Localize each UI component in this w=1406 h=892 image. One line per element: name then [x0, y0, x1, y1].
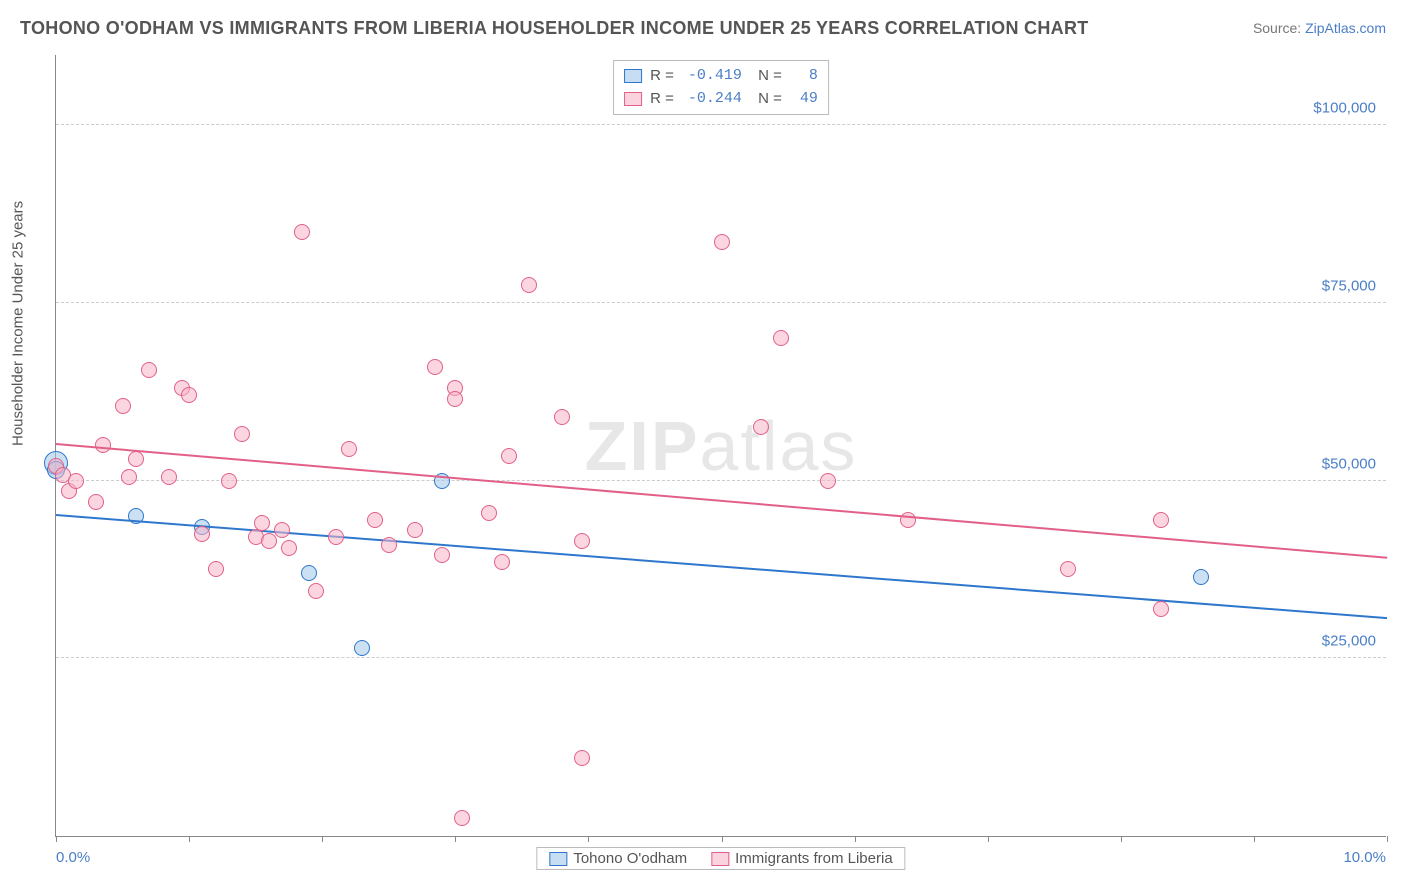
y-tick-label: $100,000	[1313, 100, 1376, 117]
x-axis-min-label: 0.0%	[56, 849, 90, 866]
data-point	[128, 451, 144, 467]
x-tick	[455, 836, 456, 842]
data-point	[301, 565, 317, 581]
x-tick	[988, 836, 989, 842]
data-point	[753, 419, 769, 435]
data-point	[381, 537, 397, 553]
x-tick	[1254, 836, 1255, 842]
data-point	[574, 533, 590, 549]
y-tick-label: $25,000	[1322, 633, 1376, 650]
stat-r-value: -0.419	[682, 65, 742, 88]
legend-item: Immigrants from Liberia	[711, 850, 893, 867]
plot-area: ZIPatlas R =-0.419 N =8R =-0.244 N =49 0…	[55, 55, 1386, 837]
data-point	[115, 398, 131, 414]
legend-label: Immigrants from Liberia	[735, 850, 893, 867]
x-tick	[588, 836, 589, 842]
x-tick	[1121, 836, 1122, 842]
x-axis-max-label: 10.0%	[1343, 849, 1386, 866]
data-point	[328, 529, 344, 545]
data-point	[234, 426, 250, 442]
x-tick	[1387, 836, 1388, 842]
source-link[interactable]: ZipAtlas.com	[1305, 20, 1386, 36]
y-tick-label: $50,000	[1322, 455, 1376, 472]
data-point	[427, 359, 443, 375]
data-point	[521, 277, 537, 293]
data-point	[208, 561, 224, 577]
stat-n-value: 49	[790, 88, 818, 111]
data-point	[254, 515, 270, 531]
gridline	[56, 124, 1386, 125]
data-point	[434, 547, 450, 563]
legend: Tohono O'odham Immigrants from Liberia	[536, 847, 905, 870]
data-point	[121, 469, 137, 485]
gridline	[56, 480, 1386, 481]
y-axis-label: Householder Income Under 25 years	[10, 201, 27, 446]
stat-n-value: 8	[790, 65, 818, 88]
data-point	[900, 512, 916, 528]
data-point	[281, 540, 297, 556]
x-tick	[855, 836, 856, 842]
data-point	[1153, 601, 1169, 617]
data-point	[308, 583, 324, 599]
data-point	[181, 387, 197, 403]
source-label: Source: ZipAtlas.com	[1253, 20, 1386, 36]
data-point	[294, 224, 310, 240]
data-point	[447, 391, 463, 407]
data-point	[95, 437, 111, 453]
data-point	[274, 522, 290, 538]
data-point	[494, 554, 510, 570]
data-point	[88, 494, 104, 510]
chart-title: TOHONO O'ODHAM VS IMMIGRANTS FROM LIBERI…	[20, 18, 1089, 39]
data-point	[820, 473, 836, 489]
data-point	[574, 750, 590, 766]
swatch-icon	[711, 852, 729, 866]
legend-label: Tohono O'odham	[573, 850, 687, 867]
y-tick-label: $75,000	[1322, 277, 1376, 294]
data-point	[1060, 561, 1076, 577]
stats-row: R = -0.244 N = 49	[624, 88, 818, 111]
gridline	[56, 657, 1386, 658]
data-point	[367, 512, 383, 528]
data-point	[773, 330, 789, 346]
legend-item: Tohono O'odham	[549, 850, 687, 867]
stat-r-value: -0.244	[682, 88, 742, 111]
data-point	[501, 448, 517, 464]
stat-r-label: R =	[650, 65, 674, 88]
data-point	[161, 469, 177, 485]
x-tick	[322, 836, 323, 842]
swatch-icon	[624, 92, 642, 106]
data-point	[194, 526, 210, 542]
data-point	[141, 362, 157, 378]
swatch-icon	[624, 69, 642, 83]
data-point	[407, 522, 423, 538]
stat-r-label: R =	[650, 88, 674, 111]
stats-row: R = -0.419 N = 8	[624, 65, 818, 88]
data-point	[354, 640, 370, 656]
source-prefix: Source:	[1253, 20, 1305, 36]
stat-n-label: N =	[750, 88, 782, 111]
data-point	[454, 810, 470, 826]
data-point	[341, 441, 357, 457]
data-point	[1153, 512, 1169, 528]
data-point	[481, 505, 497, 521]
data-point	[1193, 569, 1209, 585]
stat-n-label: N =	[750, 65, 782, 88]
data-point	[714, 234, 730, 250]
data-point	[221, 473, 237, 489]
watermark: ZIPatlas	[585, 406, 858, 486]
data-point	[68, 473, 84, 489]
x-tick	[722, 836, 723, 842]
x-tick	[56, 836, 57, 842]
swatch-icon	[549, 852, 567, 866]
stats-box: R = -0.419 N = 8 R = -0.244 N = 49	[613, 60, 829, 115]
data-point	[261, 533, 277, 549]
data-point	[554, 409, 570, 425]
x-tick	[189, 836, 190, 842]
gridline	[56, 302, 1386, 303]
